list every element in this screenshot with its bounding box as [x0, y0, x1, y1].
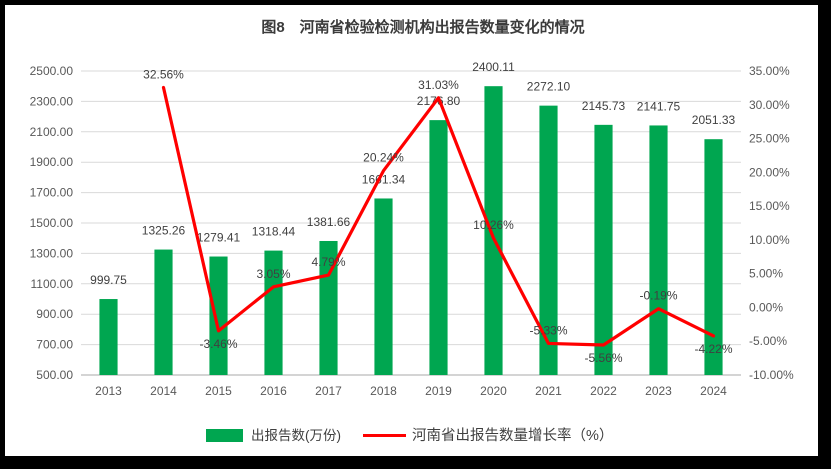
svg-text:2018: 2018	[370, 384, 397, 398]
svg-text:1500.00: 1500.00	[30, 216, 74, 230]
svg-text:5.00%: 5.00%	[749, 267, 783, 281]
svg-text:-5.56%: -5.56%	[584, 351, 622, 365]
svg-text:2300.00: 2300.00	[30, 94, 74, 108]
svg-text:35.00%: 35.00%	[749, 64, 790, 78]
svg-text:河南省出报告数量增长率（%）: 河南省出报告数量增长率（%）	[412, 427, 613, 444]
svg-text:1100.00: 1100.00	[31, 277, 74, 291]
svg-text:4.79%: 4.79%	[311, 255, 345, 269]
svg-text:2051.33: 2051.33	[692, 113, 736, 127]
svg-text:10.26%: 10.26%	[473, 218, 514, 232]
svg-text:3.05%: 3.05%	[256, 267, 290, 281]
svg-text:2016: 2016	[260, 384, 287, 398]
svg-text:2022: 2022	[590, 384, 617, 398]
svg-text:500.00: 500.00	[36, 368, 73, 382]
svg-text:1300.00: 1300.00	[30, 246, 74, 260]
svg-text:32.56%: 32.56%	[143, 67, 184, 81]
svg-text:1661.34: 1661.34	[362, 172, 406, 186]
svg-text:15.00%: 15.00%	[749, 199, 790, 213]
svg-text:-3.46%: -3.46%	[199, 337, 237, 351]
svg-text:30.00%: 30.00%	[749, 98, 790, 112]
svg-text:25.00%: 25.00%	[749, 132, 790, 146]
svg-text:2500.00: 2500.00	[30, 64, 74, 78]
svg-text:出报告数(万份): 出报告数(万份)	[251, 428, 341, 443]
svg-text:2024: 2024	[700, 384, 727, 398]
svg-text:2100.00: 2100.00	[30, 125, 74, 139]
svg-text:20.24%: 20.24%	[363, 151, 404, 165]
svg-text:2013: 2013	[95, 384, 122, 398]
svg-text:0.00%: 0.00%	[749, 300, 783, 314]
svg-text:2017: 2017	[315, 384, 342, 398]
svg-text:1279.41: 1279.41	[197, 231, 241, 245]
svg-text:2145.73: 2145.73	[582, 99, 626, 113]
svg-text:-5.00%: -5.00%	[749, 334, 787, 348]
svg-text:700.00: 700.00	[36, 338, 73, 352]
svg-text:2400.11: 2400.11	[472, 60, 515, 74]
svg-text:-4.22%: -4.22%	[694, 342, 732, 356]
svg-text:2015: 2015	[205, 384, 232, 398]
svg-text:2141.75: 2141.75	[637, 99, 681, 113]
svg-text:999.75: 999.75	[90, 273, 127, 287]
svg-text:2020: 2020	[480, 384, 507, 398]
svg-text:2021: 2021	[535, 384, 562, 398]
svg-text:-5.33%: -5.33%	[529, 323, 567, 337]
svg-text:31.03%: 31.03%	[418, 78, 459, 92]
svg-text:1700.00: 1700.00	[30, 186, 74, 200]
svg-text:2272.10: 2272.10	[527, 80, 571, 94]
svg-text:图8 河南省检验检测机构出报告数量变化的情况: 图8 河南省检验检测机构出报告数量变化的情况	[261, 18, 584, 36]
svg-text:1325.26: 1325.26	[142, 224, 186, 238]
svg-text:-10.00%: -10.00%	[749, 368, 794, 382]
svg-text:2019: 2019	[425, 384, 452, 398]
svg-text:2014: 2014	[150, 384, 177, 398]
svg-text:1381.66: 1381.66	[307, 215, 351, 229]
svg-text:2023: 2023	[645, 384, 672, 398]
svg-text:-0.19%: -0.19%	[639, 289, 677, 303]
svg-text:10.00%: 10.00%	[749, 233, 790, 247]
svg-text:900.00: 900.00	[36, 307, 73, 321]
svg-text:1318.44: 1318.44	[252, 225, 296, 239]
svg-text:20.00%: 20.00%	[749, 165, 790, 179]
svg-text:1900.00: 1900.00	[30, 155, 74, 169]
